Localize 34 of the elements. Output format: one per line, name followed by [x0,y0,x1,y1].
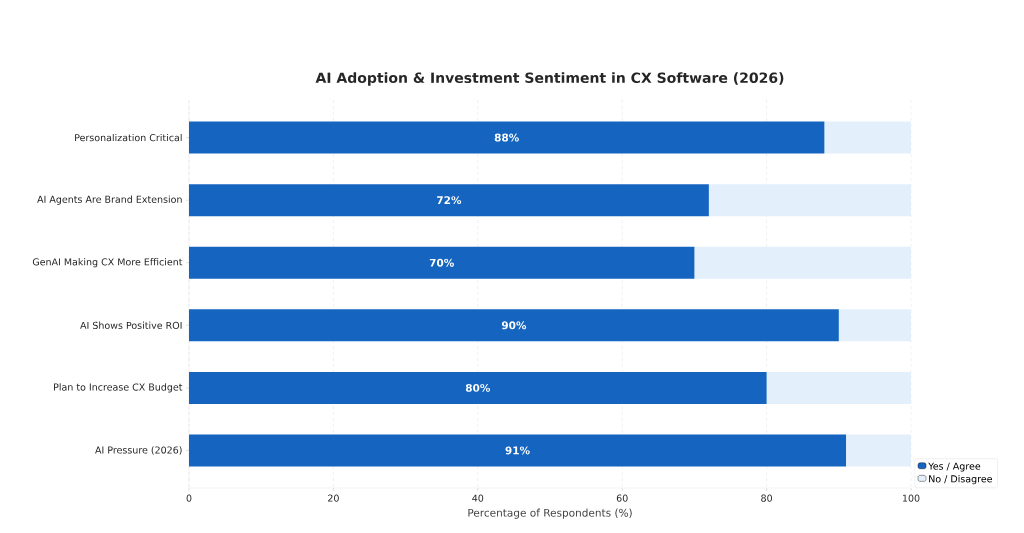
bar [189,371,767,404]
x-tick-label: 0 [186,494,192,502]
x-tick-label: 40 [472,494,484,502]
data-label: 72% [437,196,462,205]
x-tick-label: 20 [328,494,339,502]
x-tick-label: 80 [761,494,773,502]
chart-title: AI Adoption & Investment Sentiment in CX Software (2026) [315,72,784,86]
x-tick-label: 60 [616,494,628,502]
x-axis-title: Percentage of Respondents (%) [468,508,632,519]
y-tick-label: AI Agents Are Brand Extension [37,195,182,205]
bar [694,246,912,279]
bar [189,246,695,279]
data-label: 80% [465,383,491,392]
legend-label: Yes / Agree [928,462,981,472]
x-tick-label: 100 [902,494,920,502]
y-tick-label: Plan to Increase CX Budget [54,383,183,393]
bar [846,434,912,467]
y-tick-label: GenAI Making CX More Efficient [32,258,183,268]
data-label: 91% [505,446,530,455]
bar [189,434,847,467]
y-tick-label: AI Shows Positive ROI [80,321,182,329]
data-label: 90% [501,321,527,330]
bar [838,309,912,342]
bar [824,121,912,154]
legend-label: No / Disagree [929,475,993,485]
data-label: 88% [494,133,519,142]
bar [189,121,825,154]
data-label: 70% [429,258,454,267]
bar [766,371,912,404]
y-tick-label: Personalization Critical [75,133,182,142]
bar [189,184,709,217]
bar [189,309,839,342]
bar [708,184,912,217]
y-tick-label: AI Pressure (2026) [95,446,182,455]
